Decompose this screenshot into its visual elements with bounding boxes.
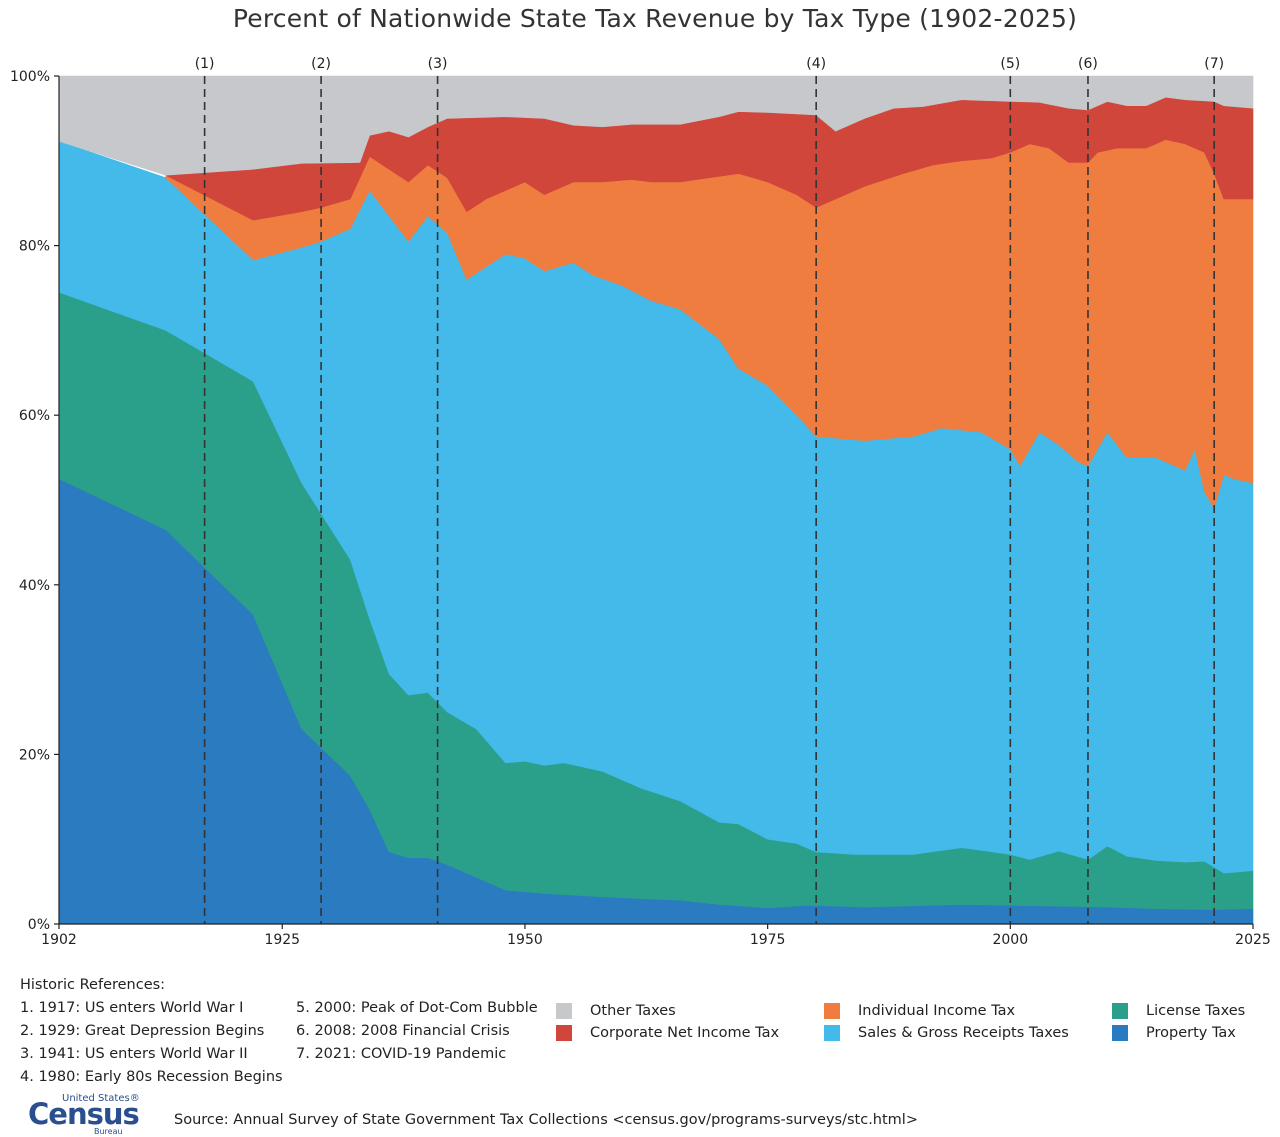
legend-item: Individual Income Tax — [824, 1003, 1015, 1019]
historic-reference-item: 3. 1941: US enters World War II — [20, 1046, 248, 1062]
event-label: (5) — [1000, 56, 1020, 72]
legend-swatch — [824, 1025, 840, 1041]
legend-item: Other Taxes — [556, 1003, 676, 1019]
historic-reference-item: 2. 1929: Great Depression Begins — [20, 1023, 265, 1039]
y-tick-label: 20% — [19, 747, 50, 763]
legend-item: Sales & Gross Receipts Taxes — [824, 1025, 1069, 1041]
legend-label: Other Taxes — [590, 1003, 676, 1019]
legend-item: License Taxes — [1112, 1003, 1245, 1019]
census-logo: United States® Census Bureau — [28, 1093, 140, 1137]
x-tick-label: 1902 — [41, 932, 77, 948]
x-tick-label: 1925 — [264, 932, 300, 948]
legend-item: Property Tax — [1112, 1025, 1236, 1041]
event-label: (2) — [311, 56, 331, 72]
historic-reference-item: 6. 2008: 2008 Financial Crisis — [296, 1023, 510, 1039]
event-label: (1) — [195, 56, 215, 72]
event-label: (7) — [1204, 56, 1224, 72]
historic-references-heading: Historic References: — [20, 977, 166, 993]
historic-reference-item: 7. 2021: COVID-19 Pandemic — [296, 1046, 507, 1062]
historic-references-col2: 5. 2000: Peak of Dot-Com Bubble 6. 2008:… — [296, 997, 538, 1066]
legend-swatch — [1112, 1003, 1128, 1019]
legend-label: License Taxes — [1146, 1003, 1246, 1019]
legend-label: Sales & Gross Receipts Taxes — [858, 1025, 1069, 1041]
legend-item: Corporate Net Income Tax — [556, 1025, 779, 1041]
legend-swatch — [1112, 1025, 1128, 1041]
x-tick-label: 1975 — [750, 932, 786, 948]
legend-label: Corporate Net Income Tax — [590, 1025, 780, 1041]
plot-area: (1) (2) (3) (4) (5) (6) (7) 0% 20% 40% 60% 80% 100%… — [10, 56, 1271, 948]
event-label: (3) — [428, 56, 448, 72]
historic-references: Historic References: 1. 1917: US enters … — [20, 974, 538, 1085]
area-other-taxes — [58, 75, 1254, 176]
x-tick-label: 1950 — [507, 932, 543, 948]
y-tick-label: 100% — [10, 69, 50, 85]
legend-swatch — [556, 1025, 572, 1041]
historic-reference-item: 1. 1917: US enters World War I — [20, 1000, 244, 1016]
y-tick-label: 80% — [19, 239, 50, 255]
chart-legend: Other Taxes Corporate Net Income Tax Indiv… — [556, 1003, 1276, 1049]
historic-reference-item: 5. 2000: Peak of Dot-Com Bubble — [296, 1000, 538, 1016]
x-tick-label: 2025 — [1235, 932, 1271, 948]
historic-reference-item: 4. 1980: Early 80s Recession Begins — [20, 1069, 283, 1085]
logo-top-text: United States® — [62, 1093, 140, 1104]
legend-swatch — [556, 1003, 572, 1019]
event-label: (6) — [1078, 56, 1098, 72]
historic-references-col1: 1. 1917: US enters World War I 2. 1929: … — [20, 997, 283, 1089]
event-label: (4) — [806, 56, 826, 72]
legend-swatch — [824, 1003, 840, 1019]
y-tick-label: 0% — [28, 917, 50, 933]
y-tick-label: 60% — [19, 408, 50, 424]
x-tick-label: 2000 — [992, 932, 1028, 948]
logo-main-text: Census — [28, 1097, 140, 1131]
source-note: Source: Annual Survey of State Governmen… — [174, 1112, 918, 1128]
y-tick-label: 40% — [19, 578, 50, 594]
legend-label: Individual Income Tax — [858, 1003, 1016, 1019]
legend-label: Property Tax — [1146, 1025, 1236, 1041]
logo-bottom-text: Bureau — [94, 1127, 123, 1136]
chart-title: Percent of Nationwide State Tax Revenue … — [232, 4, 1078, 33]
